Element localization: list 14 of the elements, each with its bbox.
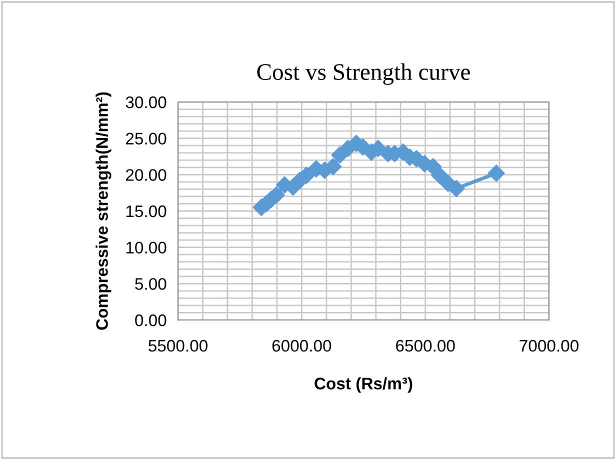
chart-title: Cost vs Strength curve <box>257 63 470 85</box>
x-tick-label: 7000.00 <box>520 340 578 352</box>
x-tick-label: 6000.00 <box>272 340 332 352</box>
y-tick-label: 30.00 <box>126 96 166 108</box>
y-tick-label: 5.00 <box>135 278 166 290</box>
y-tick-label: 25.00 <box>126 132 166 145</box>
y-tick-label: 20.00 <box>126 169 166 181</box>
y-tick-label: 0.00 <box>135 314 166 326</box>
y-tick-label: 10.00 <box>126 242 166 254</box>
x-axis-title: Cost (Rs/m³) <box>314 377 412 393</box>
y-axis-title: Compressive strength(N/mm²) <box>96 92 112 330</box>
x-tick-label: 6500.00 <box>396 340 455 352</box>
y-tick-label: 15.00 <box>126 205 166 218</box>
x-tick-label: 5500.00 <box>148 340 208 352</box>
